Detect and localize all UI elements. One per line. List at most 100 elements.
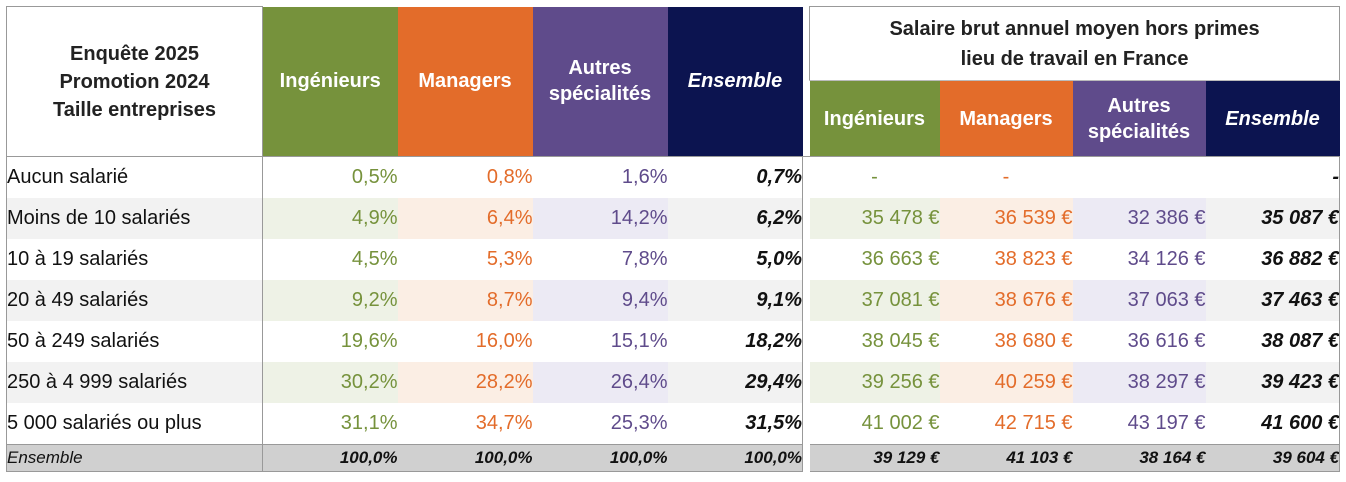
total-ensemble: 100,0% — [667, 444, 803, 472]
cell-ensemble: 0,7% — [667, 156, 803, 198]
total-label: Ensemble — [6, 444, 263, 472]
cell-autres: 26,4% — [532, 362, 668, 403]
cell-ensemble: 5,0% — [667, 239, 803, 280]
salary-ingenieurs: 38 045 € — [861, 330, 940, 352]
salary-managers: 38 823 € — [994, 248, 1073, 270]
cell-ensemble: 6,2% — [667, 198, 803, 239]
cell-ensemble: 29,4% — [667, 362, 803, 403]
salary-header-managers: Managers — [939, 80, 1073, 157]
salary-ensemble: 37 463 € — [1205, 280, 1341, 321]
cell-managers: 34,7% — [475, 412, 533, 434]
title-line1: Enquête 2025 — [70, 42, 199, 65]
salary-title-line1: Salaire brut annuel moyen hors primes — [889, 17, 1260, 40]
total-salary-autres: 38 164 € — [1072, 444, 1206, 472]
salary-title-line2: lieu de travail en France — [960, 47, 1189, 70]
row-label: 10 à 19 salariés — [6, 239, 263, 280]
cell-ingenieurs: 4,5% — [351, 248, 398, 270]
cell-autres: 25,3% — [610, 412, 668, 434]
column-gap — [802, 444, 810, 472]
table-row: 250 à 4 999 salariés 30,2% 28,2% 26,4% 2… — [6, 362, 1341, 403]
salary-autres: 37 063 € — [1072, 280, 1206, 321]
cell-managers: 28,2% — [397, 362, 533, 403]
row-label: Moins de 10 salariés — [6, 198, 263, 239]
column-gap — [802, 362, 810, 403]
salary-ingenieurs: 37 081 € — [809, 280, 940, 321]
cell-ingenieurs: 0,5% — [262, 156, 398, 198]
column-gap — [802, 156, 810, 198]
total-salary-managers: 41 103 € — [939, 444, 1073, 472]
cell-ensemble: 9,1% — [667, 280, 803, 321]
header-autres: Autres spécialités — [532, 6, 668, 157]
total-autres: 100,0% — [532, 444, 668, 472]
cell-ingenieurs: 30,2% — [262, 362, 398, 403]
salary-autres: 36 616 € — [1127, 330, 1206, 352]
salary-header-ingenieurs: Ingénieurs — [809, 80, 940, 157]
cell-managers: 6,4% — [397, 198, 533, 239]
salary-ensemble: 41 600 € — [1205, 403, 1341, 445]
column-gap — [802, 6, 810, 157]
header-managers: Managers — [397, 6, 533, 157]
cell-autres: 14,2% — [532, 198, 668, 239]
salary-autres: 38 297 € — [1072, 362, 1206, 403]
salary-table: Enquête 2025 Promotion 2024 Taille entre… — [6, 6, 1341, 472]
salary-ingenieurs: 39 256 € — [809, 362, 940, 403]
salary-managers: 38 676 € — [939, 280, 1073, 321]
salary-autres: 34 126 € — [1127, 248, 1206, 270]
table-row: 50 à 249 salariés 19,6% 16,0% 15,1% 18,2… — [6, 321, 1341, 362]
total-ingenieurs: 100,0% — [262, 444, 398, 472]
cell-autres: 9,4% — [532, 280, 668, 321]
header-autres-line2: spécialités — [548, 83, 652, 106]
salary-managers: 38 680 € — [994, 330, 1073, 352]
cell-ingenieurs: 19,6% — [340, 330, 398, 352]
column-gap — [802, 280, 810, 321]
salary-managers: - — [939, 156, 1073, 198]
total-salary-ingenieurs: 39 129 € — [809, 444, 940, 472]
column-gap — [802, 239, 810, 280]
cell-autres: 15,1% — [610, 330, 668, 352]
salary-ingenieurs: 41 002 € — [861, 412, 940, 434]
cell-managers: 5,3% — [486, 248, 533, 270]
salary-header-autres: Autres spécialités — [1072, 80, 1206, 157]
row-label: Aucun salarié — [6, 156, 263, 198]
salary-ingenieurs: - — [809, 156, 940, 198]
title-line3: Taille entreprises — [52, 98, 217, 121]
total-salary-ensemble: 39 604 € — [1205, 444, 1341, 472]
row-label: 20 à 49 salariés — [6, 280, 263, 321]
table-title: Enquête 2025 Promotion 2024 Taille entre… — [6, 6, 263, 157]
salary-ensemble: 35 087 € — [1205, 198, 1341, 239]
cell-autres: 7,8% — [621, 248, 668, 270]
title-line2: Promotion 2024 — [59, 70, 210, 93]
salary-header-ensemble: Ensemble — [1205, 80, 1340, 157]
column-gap — [802, 321, 810, 362]
header-ingenieurs: Ingénieurs — [262, 6, 398, 157]
total-managers: 100,0% — [397, 444, 533, 472]
salary-ensemble: 36 882 € — [1205, 239, 1341, 280]
header-autres-line1: Autres — [568, 57, 632, 80]
cell-ingenieurs: 9,2% — [262, 280, 398, 321]
header-ensemble: Ensemble — [667, 6, 803, 157]
total-row: Ensemble 100,0% 100,0% 100,0% 100,0% 39 … — [6, 444, 1341, 472]
cell-managers: 8,7% — [397, 280, 533, 321]
salary-ingenieurs: 35 478 € — [809, 198, 940, 239]
row-label: 5 000 salariés ou plus — [6, 403, 263, 445]
cell-ingenieurs: 31,1% — [340, 412, 398, 434]
table-row: Moins de 10 salariés 4,9% 6,4% 14,2% 6,2… — [6, 198, 1341, 239]
column-gap — [802, 198, 810, 239]
salary-autres: 43 197 € — [1127, 412, 1206, 434]
salary-header-autres-line2: spécialités — [1087, 120, 1191, 143]
cell-ensemble: 31,5% — [667, 403, 803, 445]
cell-autres: 1,6% — [532, 156, 668, 198]
table-row: Aucun salarié 0,5% 0,8% 1,6% 0,7% - - - — [6, 156, 1341, 198]
cell-managers: 0,8% — [397, 156, 533, 198]
cell-managers: 16,0% — [475, 330, 533, 352]
salary-managers: 40 259 € — [939, 362, 1073, 403]
salary-ensemble: - — [1205, 156, 1341, 198]
row-label: 250 à 4 999 salariés — [6, 362, 263, 403]
cell-ingenieurs: 4,9% — [262, 198, 398, 239]
table-row: 20 à 49 salariés 9,2% 8,7% 9,4% 9,1% 37 … — [6, 280, 1341, 321]
salary-managers: 36 539 € — [939, 198, 1073, 239]
column-gap — [802, 403, 810, 445]
table-row: 5 000 salariés ou plus 31,1% 34,7% 25,3%… — [6, 403, 1341, 445]
salary-ensemble: 38 087 € — [1205, 321, 1341, 362]
